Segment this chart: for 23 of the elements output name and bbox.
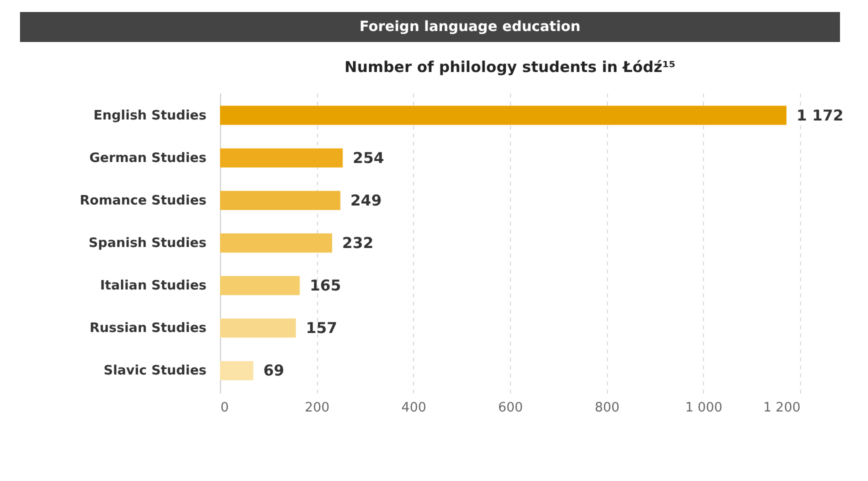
x-tick-label: 800 (594, 400, 620, 416)
data-label: 249 (350, 191, 382, 210)
data-label: 254 (352, 148, 384, 167)
y-tick-label: Italian Studies (100, 278, 207, 294)
data-label: 232 (342, 234, 374, 252)
chart-subtitle: Number of philology students in Łódź¹⁵ (344, 58, 676, 76)
data-label: 165 (310, 276, 342, 295)
x-tick-label: 200 (304, 400, 330, 416)
chart-title: Foreign language education (359, 19, 581, 35)
x-tick-label: 400 (401, 400, 426, 416)
data-label: 69 (263, 362, 284, 380)
data-label: 157 (306, 319, 338, 338)
x-tick-label: 1 000 (685, 400, 722, 416)
x-tick-label: 0 (220, 400, 229, 416)
data-label: 1 172 (796, 106, 844, 124)
y-tick-label: Russian Studies (90, 321, 207, 336)
x-tick-label: 1 200 (763, 400, 800, 416)
y-tick-label: Slavic Studies (104, 364, 207, 379)
y-tick-label: Romance Studies (80, 193, 207, 208)
y-tick-label: Spanish Studies (88, 236, 207, 251)
y-tick-label: English Studies (93, 108, 207, 124)
x-tick-label: 600 (498, 400, 523, 416)
y-tick-label: German Studies (89, 150, 207, 166)
